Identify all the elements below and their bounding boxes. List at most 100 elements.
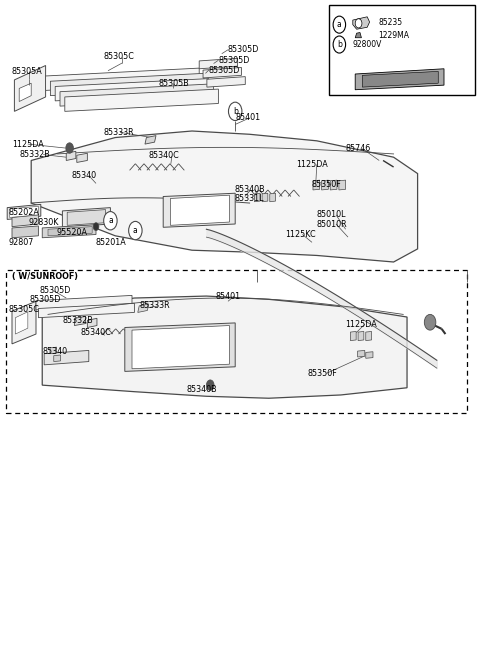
Polygon shape — [67, 210, 106, 225]
Text: b: b — [337, 40, 342, 49]
Text: 85350F: 85350F — [307, 369, 337, 378]
Polygon shape — [322, 180, 328, 190]
Polygon shape — [366, 352, 373, 358]
Text: 85340C: 85340C — [81, 328, 111, 337]
Polygon shape — [125, 323, 235, 371]
Polygon shape — [12, 226, 38, 238]
Text: a: a — [133, 226, 138, 235]
Polygon shape — [55, 79, 209, 101]
Polygon shape — [77, 153, 87, 162]
Circle shape — [355, 19, 362, 28]
Text: 85401: 85401 — [216, 291, 241, 301]
Text: 85305D: 85305D — [39, 286, 71, 295]
Polygon shape — [42, 296, 407, 398]
Polygon shape — [138, 304, 149, 312]
Polygon shape — [313, 180, 320, 190]
Polygon shape — [358, 331, 364, 341]
Polygon shape — [12, 301, 36, 344]
Text: 85201A: 85201A — [96, 238, 127, 247]
Polygon shape — [38, 303, 134, 318]
Text: 85332B: 85332B — [19, 150, 50, 159]
Text: b: b — [233, 107, 238, 116]
Polygon shape — [355, 33, 361, 38]
Polygon shape — [36, 295, 132, 310]
Circle shape — [66, 143, 73, 153]
Text: 85350F: 85350F — [311, 180, 341, 189]
Text: 85746: 85746 — [346, 144, 371, 153]
Text: a: a — [337, 20, 342, 29]
Text: 85401: 85401 — [235, 113, 260, 122]
Text: 85340C: 85340C — [149, 151, 180, 160]
Text: a: a — [108, 216, 113, 225]
Polygon shape — [145, 136, 156, 144]
Circle shape — [129, 221, 142, 240]
Text: 85010R: 85010R — [317, 219, 348, 229]
Polygon shape — [48, 227, 92, 236]
Polygon shape — [50, 73, 204, 96]
Text: 85331L: 85331L — [234, 194, 264, 203]
Polygon shape — [7, 204, 41, 219]
Polygon shape — [31, 131, 418, 262]
Text: 1125DA: 1125DA — [346, 320, 377, 329]
Polygon shape — [207, 77, 245, 87]
Polygon shape — [50, 347, 57, 354]
Text: 85235: 85235 — [378, 18, 402, 27]
Text: 1125KC: 1125KC — [286, 230, 316, 239]
Polygon shape — [42, 225, 96, 238]
Text: 85305B: 85305B — [158, 79, 189, 88]
Bar — [6, 270, 467, 413]
Circle shape — [333, 16, 346, 33]
Polygon shape — [350, 331, 356, 341]
Circle shape — [333, 36, 346, 53]
Polygon shape — [74, 316, 85, 326]
Polygon shape — [366, 331, 372, 341]
Text: 85305D: 85305D — [30, 295, 61, 305]
Polygon shape — [330, 180, 337, 190]
Text: 92830K: 92830K — [29, 218, 59, 227]
Text: 1125DA: 1125DA — [296, 160, 328, 169]
Text: 85305D: 85305D — [228, 45, 259, 54]
Polygon shape — [19, 83, 31, 102]
Polygon shape — [66, 151, 76, 160]
Text: 85202A: 85202A — [9, 208, 39, 217]
Bar — [329, 5, 475, 95]
Text: 1229MA: 1229MA — [378, 31, 409, 40]
Circle shape — [424, 314, 436, 330]
Polygon shape — [15, 312, 28, 334]
Circle shape — [93, 223, 99, 231]
Polygon shape — [65, 89, 218, 111]
Text: 85333R: 85333R — [103, 128, 134, 137]
Text: 85340B: 85340B — [186, 385, 217, 394]
Text: 85305D: 85305D — [209, 66, 240, 75]
Text: 1125DA: 1125DA — [12, 140, 44, 149]
Text: 85340: 85340 — [71, 171, 96, 180]
Text: 85305D: 85305D — [218, 56, 250, 65]
Polygon shape — [46, 68, 199, 90]
Polygon shape — [362, 71, 438, 87]
Circle shape — [206, 380, 214, 390]
Text: 85340: 85340 — [42, 346, 67, 356]
Polygon shape — [170, 195, 229, 225]
Polygon shape — [339, 180, 346, 190]
Polygon shape — [270, 193, 276, 202]
Circle shape — [228, 102, 242, 121]
Polygon shape — [163, 193, 235, 227]
Circle shape — [104, 212, 117, 230]
Polygon shape — [62, 208, 110, 227]
Text: 85333R: 85333R — [139, 301, 170, 310]
Polygon shape — [358, 350, 365, 357]
Text: ( W/SUNROOF): ( W/SUNROOF) — [12, 272, 78, 281]
Text: 85305C: 85305C — [103, 52, 134, 62]
Text: 85332B: 85332B — [62, 316, 93, 325]
Polygon shape — [60, 84, 214, 106]
Polygon shape — [254, 193, 260, 202]
Polygon shape — [132, 326, 229, 369]
Polygon shape — [353, 17, 370, 29]
Polygon shape — [44, 350, 89, 365]
Polygon shape — [355, 69, 444, 90]
Polygon shape — [14, 66, 46, 111]
Polygon shape — [199, 58, 238, 69]
Polygon shape — [54, 355, 60, 362]
Text: 85340B: 85340B — [234, 185, 265, 194]
Text: 95520A: 95520A — [57, 228, 88, 237]
